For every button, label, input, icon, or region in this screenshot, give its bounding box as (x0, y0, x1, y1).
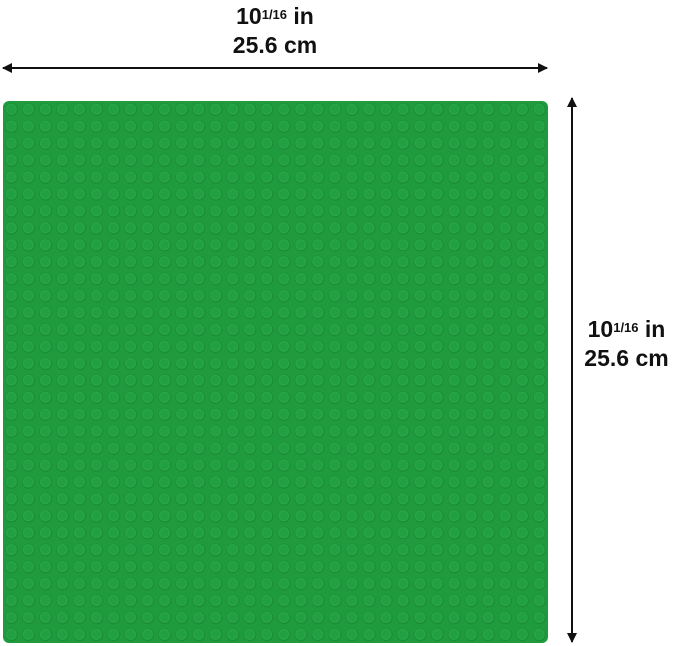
height-label: 101/16 in 25.6 cm (574, 315, 679, 373)
width-inches-whole: 10 (236, 3, 262, 29)
height-inches-unit: in (644, 316, 666, 342)
baseplate-studs (3, 101, 548, 643)
width-inches-fraction: 1/16 (261, 7, 288, 22)
width-inches-unit: in (293, 3, 314, 29)
height-inches-whole: 10 (587, 316, 614, 342)
height-metric: 25.6 cm (584, 345, 669, 371)
height-inches-fraction: 1/16 (613, 320, 639, 335)
width-metric: 25.6 cm (232, 32, 318, 58)
width-label: 101/16 in 25.6 cm (200, 2, 350, 60)
